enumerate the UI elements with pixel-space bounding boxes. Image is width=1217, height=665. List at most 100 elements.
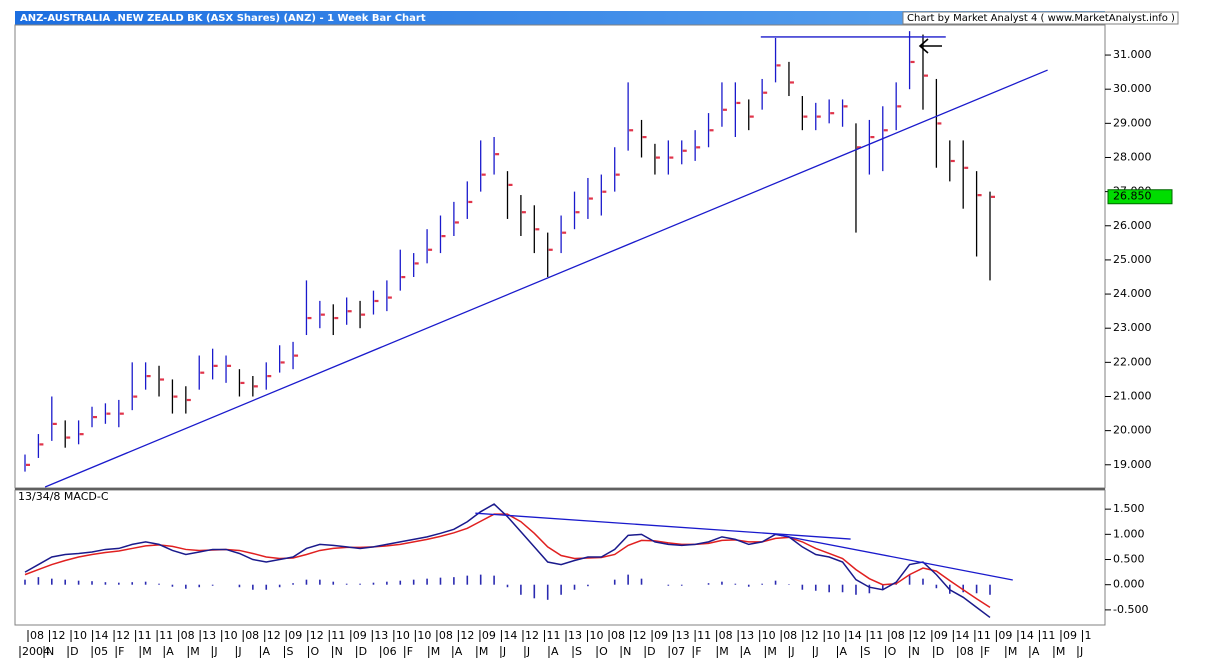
close-tick xyxy=(789,81,794,84)
close-tick xyxy=(160,378,165,381)
x-tick-label: M xyxy=(767,645,777,658)
close-tick xyxy=(146,375,151,378)
x-tick-label: 09 xyxy=(353,629,367,642)
close-tick xyxy=(374,299,379,303)
close-tick xyxy=(923,74,928,77)
x-tick-label: 12 xyxy=(525,629,539,642)
close-tick xyxy=(119,412,124,415)
trendline xyxy=(44,69,1048,488)
x-tick-label: M xyxy=(719,645,729,658)
x-tick-label: 08 xyxy=(611,629,625,642)
y-tick-label: 1.000 xyxy=(1113,527,1145,540)
close-tick xyxy=(950,159,955,163)
x-tick-label: 09 xyxy=(998,629,1012,642)
close-tick xyxy=(106,412,111,415)
x-tick-label: 08 xyxy=(181,629,195,642)
close-tick xyxy=(521,211,526,214)
x-tick-label: 11 xyxy=(331,629,345,642)
x-tick-label: J xyxy=(526,645,530,658)
close-tick xyxy=(709,129,714,132)
x-tick-label: 11 xyxy=(697,629,711,642)
close-tick xyxy=(669,156,674,159)
close-tick xyxy=(696,146,701,149)
close-tick xyxy=(79,433,84,436)
x-tick-label: 11 xyxy=(977,629,991,642)
x-tick-label: 14 xyxy=(1020,629,1034,642)
x-tick-label: 12 xyxy=(912,629,926,642)
x-tick-label: 14 xyxy=(95,629,109,642)
close-tick xyxy=(655,156,660,159)
y-tick-label: -0.500 xyxy=(1113,603,1148,616)
x-tick-label: 10 xyxy=(417,629,431,642)
source-box xyxy=(902,11,1179,25)
x-tick-label: A xyxy=(1032,645,1040,658)
close-tick xyxy=(615,173,620,176)
price-panel xyxy=(14,24,1106,489)
x-tick-label: D xyxy=(359,645,367,658)
close-tick xyxy=(414,262,419,265)
y-tick-label: 31.000 xyxy=(1113,48,1152,61)
close-tick xyxy=(441,235,446,238)
macd-line xyxy=(24,503,991,619)
close-tick xyxy=(588,197,593,200)
close-tick xyxy=(897,105,902,108)
close-tick xyxy=(991,195,995,198)
x-axis-area xyxy=(0,627,1217,665)
x-tick-label: F xyxy=(984,645,990,658)
y-tick-label: 19.000 xyxy=(1113,458,1152,471)
close-tick xyxy=(468,200,473,204)
arrow-annotation xyxy=(918,38,942,54)
x-tick-label: N xyxy=(623,645,631,658)
x-tick-label: 07 xyxy=(671,645,685,658)
x-tick-label: 08 xyxy=(891,629,905,642)
close-tick xyxy=(267,375,272,378)
x-tick-label: 10 xyxy=(224,629,238,642)
y-tick-label: 24.000 xyxy=(1113,287,1152,300)
trendline xyxy=(779,534,1013,581)
close-tick xyxy=(294,354,299,357)
x-tick-label: A xyxy=(551,645,559,658)
x-tick-label: J xyxy=(814,645,818,658)
close-tick xyxy=(575,211,580,214)
y-tick-label: 21.000 xyxy=(1113,389,1152,402)
x-tick-label: 1 xyxy=(1084,629,1091,642)
x-tick-label: 08 xyxy=(719,629,733,642)
x-tick-label: 13 xyxy=(202,629,216,642)
close-tick xyxy=(133,395,138,398)
x-tick-label: N xyxy=(46,645,54,658)
x-tick-label: A xyxy=(166,645,174,658)
close-tick xyxy=(240,381,245,385)
source: Chart by Market Analyst 4 ( www.MarketAn… xyxy=(907,13,1175,24)
close-tick xyxy=(548,248,553,251)
x-tick-label: 11 xyxy=(869,629,883,642)
close-tick xyxy=(280,361,285,364)
x-tick-label: M xyxy=(142,645,152,658)
close-tick xyxy=(52,422,57,426)
close-tick xyxy=(749,115,754,118)
x-tick-label: 12 xyxy=(116,629,130,642)
x-tick-label: 2004 xyxy=(22,645,50,658)
x-tick-label: F xyxy=(695,645,701,658)
close-tick xyxy=(307,316,312,320)
x-tick-label: O xyxy=(888,645,897,658)
close-tick xyxy=(39,443,44,446)
y-tick-label: 30.000 xyxy=(1113,82,1152,95)
chart-title: ANZ-AUSTRALIA .NEW ZEALD BK (ASX Shares)… xyxy=(20,13,426,24)
y-tick-label: 20.000 xyxy=(1113,424,1152,437)
x-tick-label: M xyxy=(190,645,200,658)
x-tick-label: 10 xyxy=(73,629,87,642)
x-tick-label: S xyxy=(286,645,293,658)
close-tick xyxy=(535,228,540,231)
signal-line xyxy=(24,513,991,609)
x-tick-label: M xyxy=(479,645,489,658)
close-tick xyxy=(401,275,406,279)
x-tick-label: M xyxy=(1056,645,1066,658)
close-tick xyxy=(856,146,861,149)
x-tick-label: D xyxy=(647,645,655,658)
close-tick xyxy=(736,101,741,105)
y-tick-label: 25.000 xyxy=(1113,253,1152,266)
last-price-label: 26.850 xyxy=(1113,190,1152,203)
x-tick-label: 05 xyxy=(94,645,108,658)
close-tick xyxy=(763,91,768,94)
